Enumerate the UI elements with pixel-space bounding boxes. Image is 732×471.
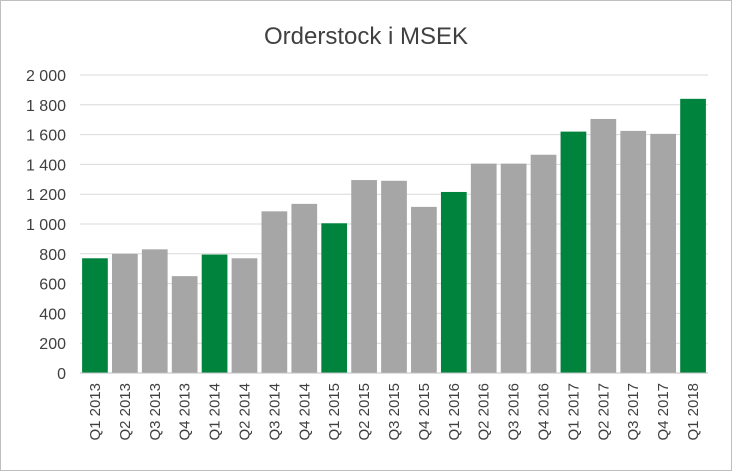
y-tick-label: 1 600 xyxy=(26,128,66,145)
bar xyxy=(321,223,348,373)
y-tick-label: 1 200 xyxy=(26,187,66,204)
bar xyxy=(530,154,557,373)
y-tick-label: 2 000 xyxy=(26,68,66,85)
bar xyxy=(261,211,288,373)
y-tick-label: 1 000 xyxy=(26,217,66,234)
bar xyxy=(381,180,407,373)
bar xyxy=(650,133,677,373)
bar xyxy=(111,253,138,373)
bar xyxy=(560,131,587,373)
y-axis-ticks: 0 200 400 600 800 1 000 1 200 1 400 1 600 1 800 2 … xyxy=(26,68,66,383)
x-axis-ticks: Q1 2013 Q2 2013 Q3 2013 Q4 2013 Q1 2014 Q2 20… xyxy=(87,383,702,441)
bar xyxy=(231,258,258,373)
bar xyxy=(620,130,647,373)
bar xyxy=(351,180,377,373)
x-tick-label: Q2 2016 xyxy=(476,383,493,441)
bar xyxy=(82,258,108,373)
x-tick-label: Q1 2014 xyxy=(207,383,224,441)
x-tick-label: Q2 2015 xyxy=(356,383,373,441)
bar xyxy=(291,203,318,373)
y-tick-label: 0 xyxy=(57,366,66,383)
y-tick-label: 1 800 xyxy=(26,98,66,115)
x-tick-label: Q3 2013 xyxy=(147,383,164,441)
chart-title: Orderstock i MSEK xyxy=(264,23,468,50)
y-tick-label: 600 xyxy=(39,277,66,294)
x-tick-label: Q2 2017 xyxy=(595,383,612,441)
bars xyxy=(82,98,706,373)
bar xyxy=(500,163,527,373)
x-tick-label: Q1 2015 xyxy=(326,383,343,441)
x-tick-label: Q2 2014 xyxy=(236,383,253,441)
x-tick-label: Q1 2013 xyxy=(87,383,104,441)
bar xyxy=(141,249,168,373)
x-tick-label: Q4 2014 xyxy=(296,383,313,441)
y-tick-label: 400 xyxy=(39,306,66,323)
bar xyxy=(590,118,617,373)
y-tick-label: 1 400 xyxy=(26,157,66,174)
x-tick-label: Q4 2015 xyxy=(416,383,433,441)
x-tick-label: Q2 2013 xyxy=(117,383,134,441)
x-tick-label: Q4 2016 xyxy=(536,383,553,441)
x-tick-label: Q1 2018 xyxy=(685,383,702,441)
x-tick-label: Q1 2016 xyxy=(446,383,463,441)
bar xyxy=(411,206,437,373)
bar xyxy=(680,98,706,373)
y-tick-label: 800 xyxy=(39,247,66,264)
x-tick-label: Q4 2017 xyxy=(655,383,672,441)
bar xyxy=(201,254,228,373)
bar xyxy=(440,191,467,373)
x-tick-label: Q1 2017 xyxy=(565,383,582,441)
x-tick-label: Q3 2016 xyxy=(506,383,523,441)
x-tick-label: Q4 2013 xyxy=(177,383,194,441)
x-tick-label: Q3 2014 xyxy=(266,383,283,441)
bar xyxy=(470,163,497,373)
x-tick-label: Q3 2015 xyxy=(386,383,403,441)
x-tick-label: Q3 2017 xyxy=(625,383,642,441)
bar xyxy=(171,276,198,373)
y-tick-label: 200 xyxy=(39,336,66,353)
